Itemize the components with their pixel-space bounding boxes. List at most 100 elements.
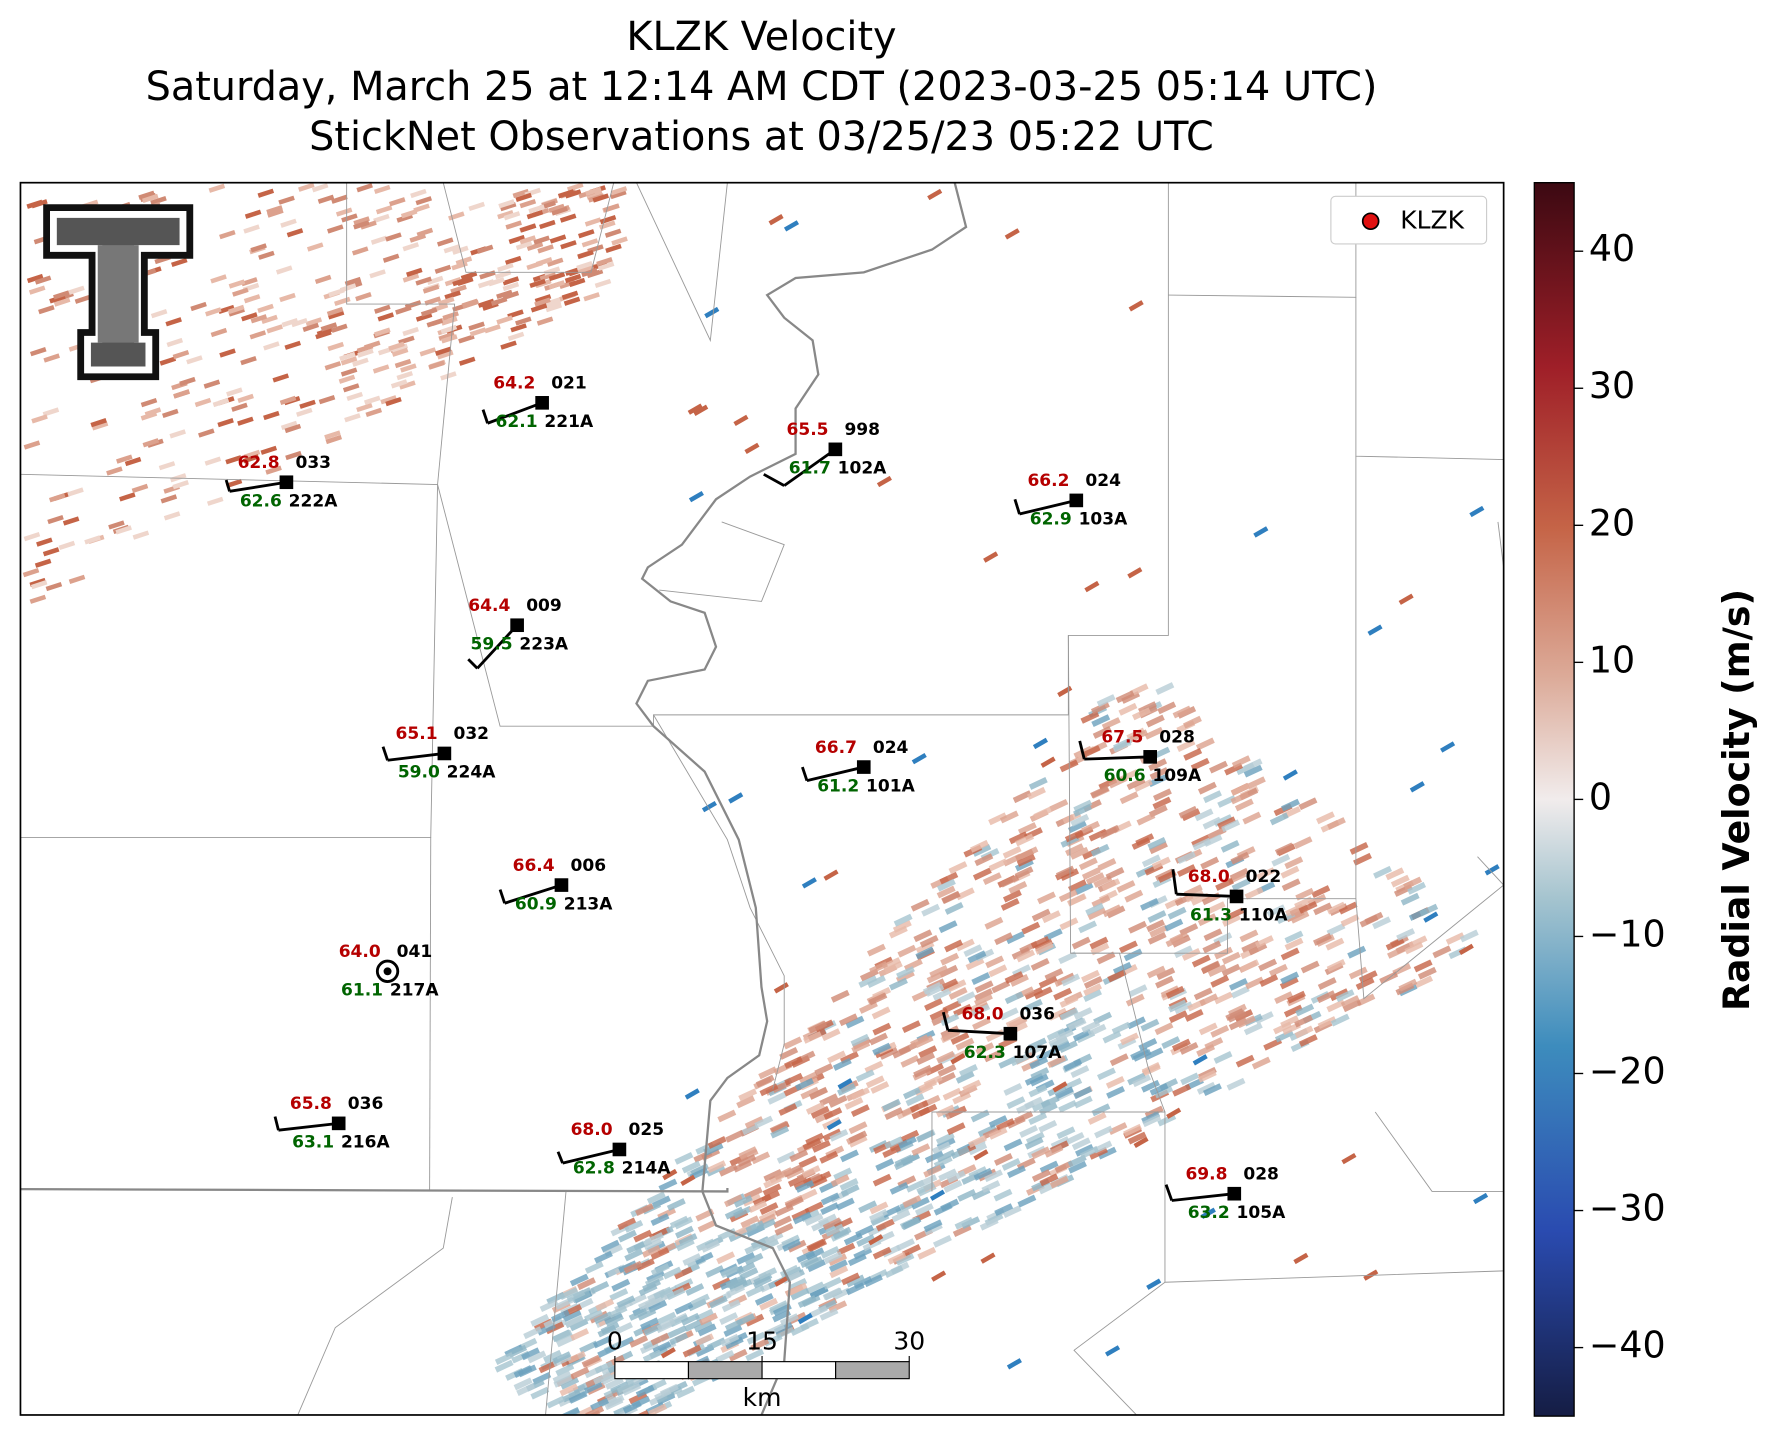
map-frame: [19, 181, 1505, 1416]
radar-gate: [131, 483, 149, 494]
radar-gate: [281, 317, 299, 328]
radar-gate: [1157, 870, 1177, 883]
radar-gate: [1146, 919, 1166, 933]
radar-gate: [1081, 1020, 1101, 1033]
radar-gate: [551, 1309, 570, 1323]
radar-gate: [1413, 959, 1433, 973]
radar-gate: [876, 475, 892, 488]
radar-gate: [564, 1314, 584, 1328]
station-id: 216A: [341, 1133, 391, 1153]
radar-gate: [440, 324, 458, 335]
radar-gate: [911, 1143, 931, 1157]
radar-gate: [872, 1022, 892, 1036]
wind-barb-flag: [1013, 498, 1021, 515]
radar-gate: [1141, 1079, 1160, 1093]
radar-gate: [1078, 920, 1098, 934]
wind-barb: [278, 1121, 339, 1132]
radar-gate: [258, 250, 275, 260]
radar-gate: [502, 290, 520, 301]
radar-gate: [724, 1318, 744, 1332]
radar-gate: [1202, 816, 1222, 830]
radar-gate: [1348, 966, 1368, 980]
radar-gate: [595, 1298, 615, 1312]
radar-gate: [788, 1278, 808, 1291]
radar-gate: [719, 1312, 739, 1325]
radar-gate: [704, 306, 720, 319]
radar-gate: [564, 273, 582, 284]
radar-gate: [1222, 914, 1241, 927]
radar-gate: [284, 423, 302, 434]
radar-gate: [606, 1427, 625, 1432]
radar-gate: [600, 1239, 620, 1253]
radar-gate: [1155, 975, 1174, 989]
radar-gate: [1280, 865, 1300, 879]
radar-gate: [508, 1344, 528, 1358]
radar-gate: [783, 220, 800, 232]
radar-gate: [674, 1301, 694, 1315]
radar-gate: [58, 540, 76, 551]
radar-gate: [317, 194, 335, 204]
radar-gate: [859, 1001, 878, 1014]
radar-gate: [331, 323, 348, 333]
radar-gate: [1081, 820, 1101, 834]
radar-gate: [804, 1256, 823, 1270]
radar-gate: [982, 872, 1002, 886]
radar-gate: [476, 244, 494, 254]
radar-gate: [1092, 726, 1112, 739]
radar-gate: [622, 1382, 642, 1396]
radar-gate: [250, 314, 268, 324]
radar-gate: [1128, 920, 1147, 934]
radar-gate: [38, 305, 55, 315]
radar-gate: [748, 1200, 768, 1213]
radar-gate: [546, 1395, 566, 1409]
radar-gate: [385, 232, 402, 242]
radar-gate: [535, 257, 553, 267]
radar-gate: [687, 403, 703, 415]
radar-gate: [584, 1261, 604, 1274]
radar-gate: [1298, 797, 1318, 811]
radar-gate: [695, 1333, 715, 1347]
radar-gate: [1316, 811, 1335, 825]
radar-gate: [701, 800, 717, 813]
radar-gate: [884, 1265, 904, 1278]
radar-gate: [1156, 967, 1176, 981]
radar-gate: [569, 1318, 589, 1332]
radar-gate: [326, 306, 344, 317]
radar-gate: [315, 330, 332, 340]
radar-gate: [819, 1150, 839, 1164]
radar-gate: [169, 429, 186, 439]
radar-gate: [1090, 942, 1110, 956]
radar-gate: [892, 1045, 912, 1059]
radar-gate: [744, 1116, 764, 1129]
radar-gate: [380, 395, 397, 405]
legend-marker: [1361, 212, 1380, 231]
radar-gate: [970, 839, 989, 853]
radar-gate: [902, 1244, 922, 1257]
radar-gate: [1123, 1123, 1142, 1137]
radar-gate: [334, 296, 351, 307]
radar-gate: [512, 188, 530, 199]
radar-gate: [1032, 737, 1048, 750]
radar-gate: [1090, 785, 1109, 799]
radar-gate: [331, 194, 348, 204]
station-id: 103A: [1079, 510, 1129, 530]
radar-gate: [1342, 999, 1362, 1013]
radar-gate: [808, 1020, 828, 1034]
radar-gate: [305, 317, 323, 327]
temperature: 69.8: [1185, 1164, 1227, 1184]
radar-gate: [707, 1160, 727, 1174]
radar-gate: [1149, 1082, 1169, 1096]
station-id: 217A: [390, 981, 440, 1001]
station: 66.7 024 61.2 101A: [801, 738, 916, 796]
radar-gate: [1287, 990, 1306, 1004]
radar-gate: [1243, 764, 1263, 778]
radar-gate: [902, 1195, 922, 1208]
radar-gate: [694, 1251, 714, 1265]
radar-gate: [402, 242, 420, 252]
radar-gate: [825, 1223, 845, 1237]
radar-gate: [560, 1376, 580, 1390]
radar-gate: [1191, 954, 1211, 968]
radar-gate: [1070, 846, 1089, 860]
radar-gate: [553, 1374, 573, 1388]
pressure: 006: [571, 856, 607, 876]
